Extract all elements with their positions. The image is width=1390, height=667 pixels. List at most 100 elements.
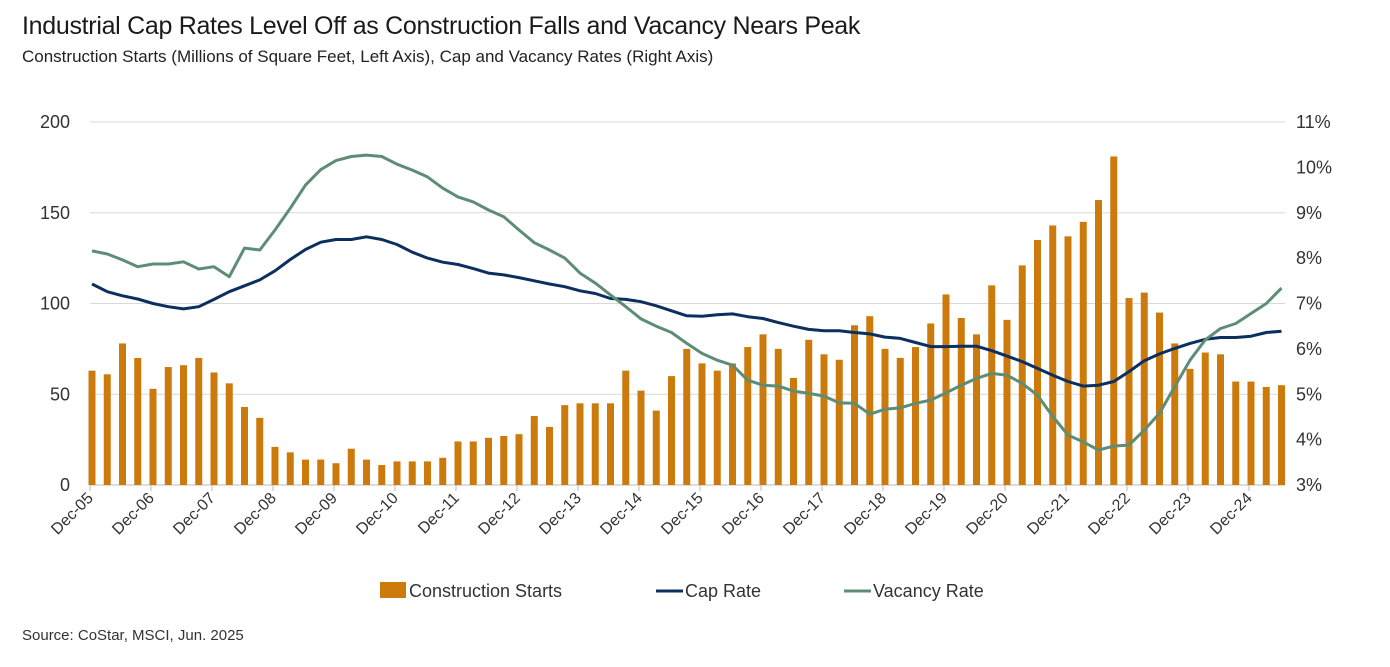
bar-construction-starts xyxy=(927,323,935,485)
bar-construction-starts xyxy=(1262,386,1270,485)
x-axis-tick: Dec-13 xyxy=(536,490,585,539)
x-axis-tick: Dec-14 xyxy=(597,490,646,539)
bar-construction-starts xyxy=(546,426,553,485)
x-axis-tick: Dec-07 xyxy=(170,490,219,539)
bar-construction-starts xyxy=(805,339,813,485)
bar-construction-starts xyxy=(256,417,264,485)
bar-construction-starts xyxy=(835,359,843,485)
x-axis-tick: Dec-18 xyxy=(841,490,890,539)
bar-construction-starts xyxy=(1140,292,1148,485)
bar-construction-starts xyxy=(241,406,248,485)
bar-construction-starts xyxy=(485,437,492,485)
bar-construction-starts xyxy=(713,370,721,485)
bar-construction-starts xyxy=(1201,352,1209,485)
bar-construction-starts xyxy=(515,434,523,485)
bar-construction-starts xyxy=(103,374,111,485)
x-axis-tick: Dec-19 xyxy=(902,490,951,539)
bar-construction-starts xyxy=(302,459,309,485)
bar-construction-starts xyxy=(1278,385,1285,485)
x-axis-tick: Dec-15 xyxy=(658,490,707,539)
bar-construction-starts xyxy=(469,441,477,485)
left-axis-tick: 150 xyxy=(40,203,70,223)
chart-subtitle: Construction Starts (Millions of Square … xyxy=(22,47,714,66)
bar-construction-starts xyxy=(1110,156,1118,486)
bar-construction-starts xyxy=(683,348,691,485)
bar-construction-starts xyxy=(1125,298,1133,485)
x-axis-tick: Dec-06 xyxy=(109,490,158,539)
bar-construction-starts xyxy=(271,446,279,485)
bar-construction-starts xyxy=(912,347,919,485)
bar-construction-starts xyxy=(393,461,401,485)
x-axis-tick: Dec-08 xyxy=(231,490,280,539)
bar-construction-starts xyxy=(210,372,218,485)
bar-construction-starts xyxy=(759,334,767,485)
bar-construction-starts xyxy=(1186,368,1194,485)
bar-construction-starts xyxy=(790,377,797,485)
bar-construction-starts xyxy=(698,363,706,485)
right-axis-tick: 10% xyxy=(1296,157,1332,177)
bar-construction-starts xyxy=(1049,225,1057,485)
x-axis-tick: Dec-22 xyxy=(1085,490,1134,539)
bar-construction-starts xyxy=(820,354,828,485)
bar-construction-starts xyxy=(1095,200,1102,486)
bar-construction-starts xyxy=(332,463,340,485)
x-axis-tick: Dec-24 xyxy=(1207,490,1256,539)
bar-construction-starts xyxy=(637,390,645,485)
bar-construction-starts xyxy=(973,334,980,485)
bar-construction-starts xyxy=(1079,221,1087,485)
bar-construction-starts xyxy=(622,370,630,485)
bar-construction-starts xyxy=(1064,236,1072,485)
bar-construction-starts xyxy=(1171,343,1179,485)
bar-construction-starts xyxy=(500,435,508,485)
bar-construction-starts xyxy=(225,383,233,485)
bar-construction-starts xyxy=(1217,354,1224,485)
bar-construction-starts xyxy=(1034,239,1041,485)
right-axis-tick: 8% xyxy=(1296,248,1322,268)
right-axis-tick: 4% xyxy=(1296,430,1322,450)
vacancy-rate-line xyxy=(91,153,1283,452)
bar-construction-starts xyxy=(149,388,157,485)
bar-construction-starts xyxy=(1003,319,1011,485)
bar-construction-starts xyxy=(957,318,965,485)
right-axis-tick: 9% xyxy=(1296,203,1322,223)
x-axis-tick: Dec-12 xyxy=(475,490,524,539)
bar-construction-starts xyxy=(195,357,203,485)
x-axis-tick: Dec-11 xyxy=(415,490,463,538)
legend-swatch-construction-starts xyxy=(380,582,406,598)
legend-label-construction-starts: Construction Starts xyxy=(409,581,562,601)
x-axis-tick: Dec-20 xyxy=(963,490,1012,539)
cap-rate-line xyxy=(91,235,1282,388)
left-axis-tick: 200 xyxy=(40,112,70,132)
bar-construction-starts xyxy=(119,343,126,485)
right-axis-tick: 7% xyxy=(1296,294,1322,314)
bar-construction-starts xyxy=(1156,312,1163,485)
x-axis-tick: Dec-09 xyxy=(292,490,341,539)
left-axis-tick: 0 xyxy=(60,475,70,495)
bar-construction-starts xyxy=(378,465,386,485)
bar-construction-starts xyxy=(652,410,660,485)
chart-title: Industrial Cap Rates Level Off as Constr… xyxy=(22,12,861,40)
bar-construction-starts xyxy=(866,316,874,485)
bar-construction-starts xyxy=(88,370,96,485)
bar-construction-starts xyxy=(439,457,447,485)
legend-label-vacancy-rate: Vacancy Rate xyxy=(873,581,984,601)
bar-construction-starts xyxy=(408,461,416,485)
x-axis-tick: Dec-21 xyxy=(1024,490,1073,539)
bar-construction-starts xyxy=(180,365,187,485)
bar-construction-starts xyxy=(561,405,569,485)
x-axis-tick: Dec-10 xyxy=(353,490,402,539)
left-axis-tick: 100 xyxy=(40,294,70,314)
bar-construction-starts xyxy=(607,403,614,485)
bar-construction-starts xyxy=(134,357,142,485)
bar-construction-starts xyxy=(896,357,904,485)
bar-construction-starts xyxy=(164,367,172,485)
bar-construction-starts xyxy=(1232,381,1240,485)
source-note: Source: CoStar, MSCI, Jun. 2025 xyxy=(22,627,244,644)
left-axis-tick: 50 xyxy=(50,384,70,404)
bar-construction-starts xyxy=(988,285,996,485)
bar-construction-starts xyxy=(729,363,736,485)
bar-construction-starts xyxy=(774,348,782,485)
right-axis-tick: 5% xyxy=(1296,384,1322,404)
bar-construction-starts xyxy=(454,441,462,485)
